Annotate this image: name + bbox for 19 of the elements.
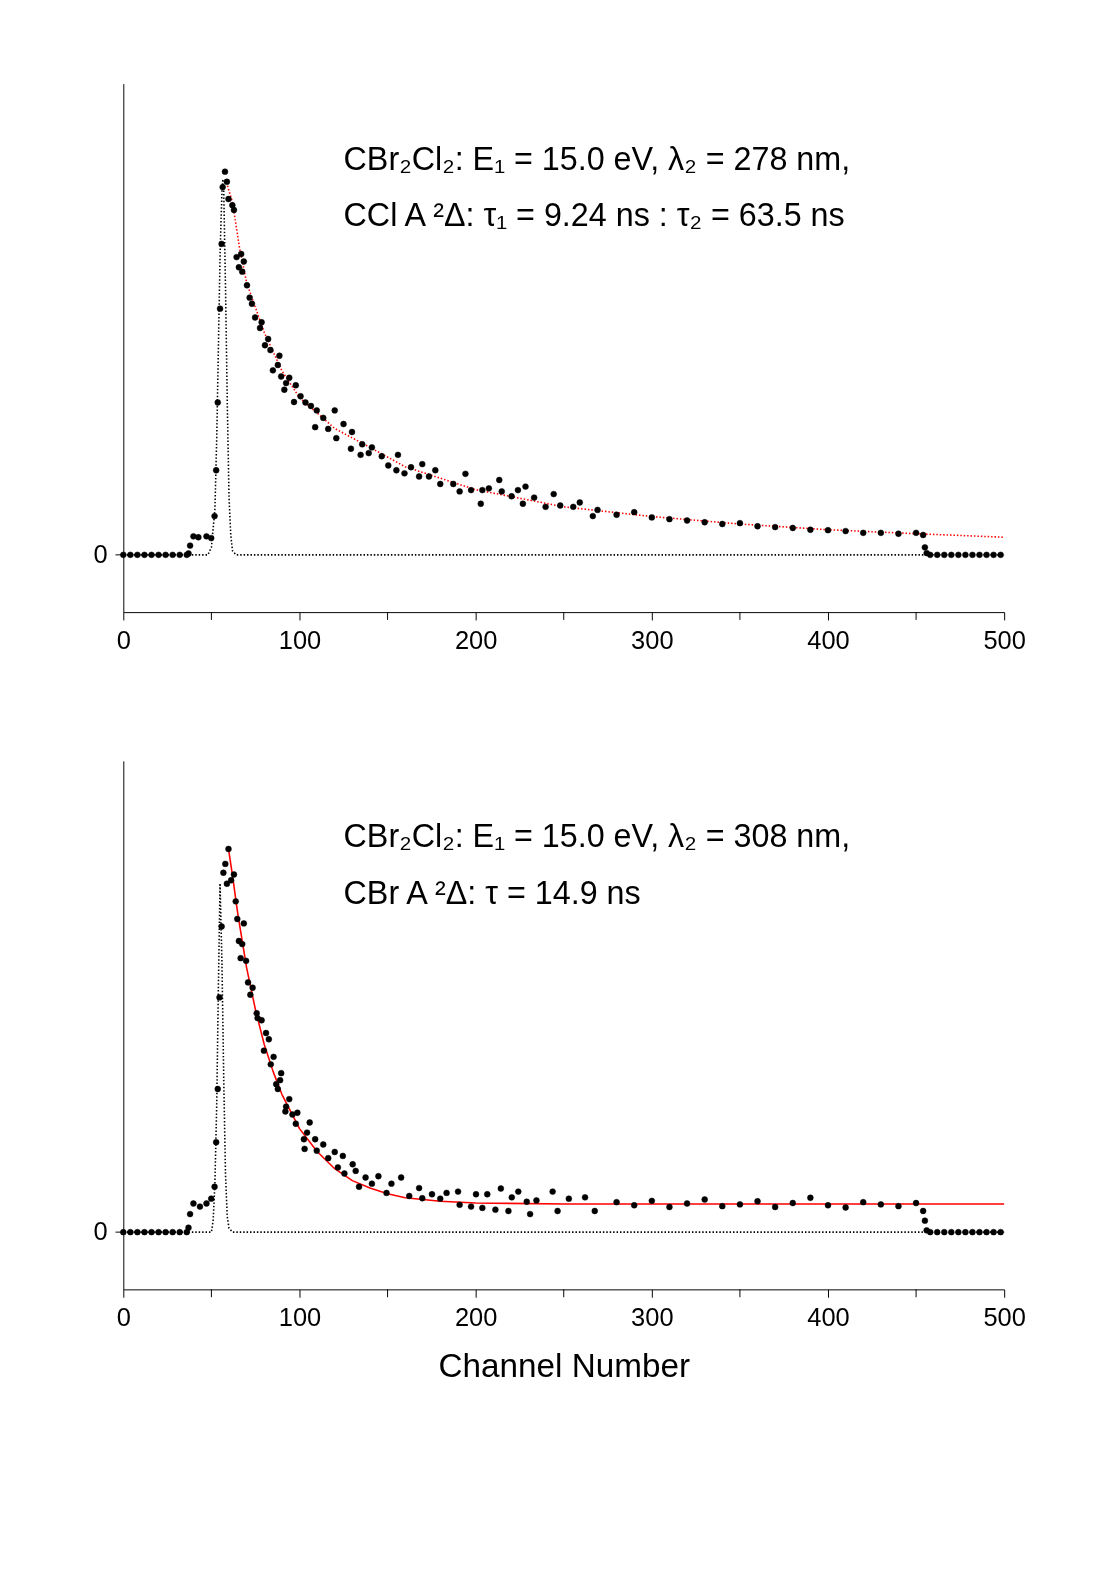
x-tick-label: 500 <box>983 1303 1026 1332</box>
x-tick-label: 300 <box>631 625 674 654</box>
x-tick-label: 200 <box>454 625 498 654</box>
x-tick-label: 0 <box>116 1303 131 1332</box>
annotation: CBr₂Cl₂: E₁ = 15.0 eV, λ₂ = 278 nm, <box>343 140 851 177</box>
x-tick-label: 300 <box>631 1303 674 1332</box>
x-tick-label: 200 <box>454 1303 498 1332</box>
x-tick-label: 400 <box>807 625 850 654</box>
text: 0 <box>93 1216 108 1245</box>
text: 0 <box>93 539 108 568</box>
x-tick-label: 100 <box>278 625 322 654</box>
x-axis-title: Channel Number <box>438 1346 690 1384</box>
x-tick-label: 0 <box>116 625 131 654</box>
annotation: CBr A ²Δ: τ = 14.9 ns <box>343 874 641 911</box>
x-tick-label: 100 <box>278 1303 322 1332</box>
x-tick-label: 500 <box>983 625 1026 654</box>
annotation: CCl A ²Δ: τ₁ = 9.24 ns : τ₂ = 63.5 ns <box>343 197 845 234</box>
x-tick-label: 400 <box>807 1303 850 1332</box>
annotation: CBr₂Cl₂: E₁ = 15.0 eV, λ₂ = 308 nm, <box>343 818 851 854</box>
